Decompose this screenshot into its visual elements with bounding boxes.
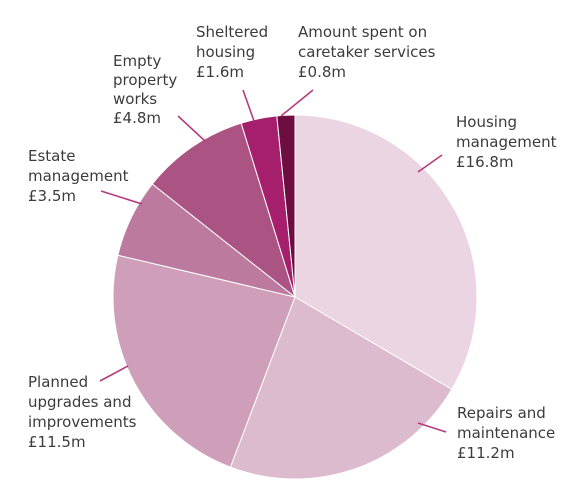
slice-label-line: Sheltered xyxy=(196,23,268,41)
slice-label-line: £4.8m xyxy=(113,109,161,127)
pie-slice xyxy=(294,114,478,390)
slice-label-line: £1.6m xyxy=(196,63,244,81)
slice-label-line: Empty xyxy=(113,52,161,70)
slice-label: Sheltered housing £1.6m xyxy=(196,23,268,81)
pie-slice xyxy=(229,296,453,480)
leader-line xyxy=(280,89,314,117)
leader-line xyxy=(99,365,129,382)
slice-label-line: Estate xyxy=(28,147,75,165)
leader-line xyxy=(417,422,447,433)
slice-label-line: Planned xyxy=(28,373,88,391)
slice-label-line: £0.8m xyxy=(298,63,346,81)
slice-label: Housing management £16.8m xyxy=(456,113,557,171)
slice-label-line: £11.5m xyxy=(28,433,86,451)
slice-label: Planned upgrades and improvements £11.5m xyxy=(28,373,137,451)
slice-label-line: property xyxy=(113,71,177,89)
slice-label-line: Repairs and xyxy=(457,404,546,422)
slice-label-line: housing xyxy=(196,43,255,61)
slice-label: Empty property works £4.8m xyxy=(113,52,177,127)
slice-label-line: Amount spent on xyxy=(298,23,427,41)
slice-label-line: £11.2m xyxy=(457,444,515,462)
slice-label-line: upgrades and xyxy=(28,393,131,411)
pie-slice xyxy=(112,254,296,468)
slice-label-line: £3.5m xyxy=(28,187,76,205)
slice-label-line: management xyxy=(28,167,129,185)
pie-slice xyxy=(151,122,296,299)
slice-label-line: £16.8m xyxy=(456,153,514,171)
slice-label-line: maintenance xyxy=(457,424,555,442)
leader-line xyxy=(242,89,255,122)
leader-line xyxy=(417,154,443,173)
slice-label-line: management xyxy=(456,133,557,151)
slice-label: Repairs and maintenance £11.2m xyxy=(457,404,555,462)
pie-slice xyxy=(276,114,296,298)
slice-label-line: improvements xyxy=(28,413,137,431)
leader-line xyxy=(100,190,143,205)
slice-label: Estate management £3.5m xyxy=(28,147,129,205)
leader-line xyxy=(177,115,206,142)
slice-label-line: Housing xyxy=(456,113,517,131)
slice-label: Amount spent on caretaker services £0.8m xyxy=(298,23,436,81)
slice-label-line: works xyxy=(113,90,157,108)
slice-label-line: caretaker services xyxy=(298,43,436,61)
